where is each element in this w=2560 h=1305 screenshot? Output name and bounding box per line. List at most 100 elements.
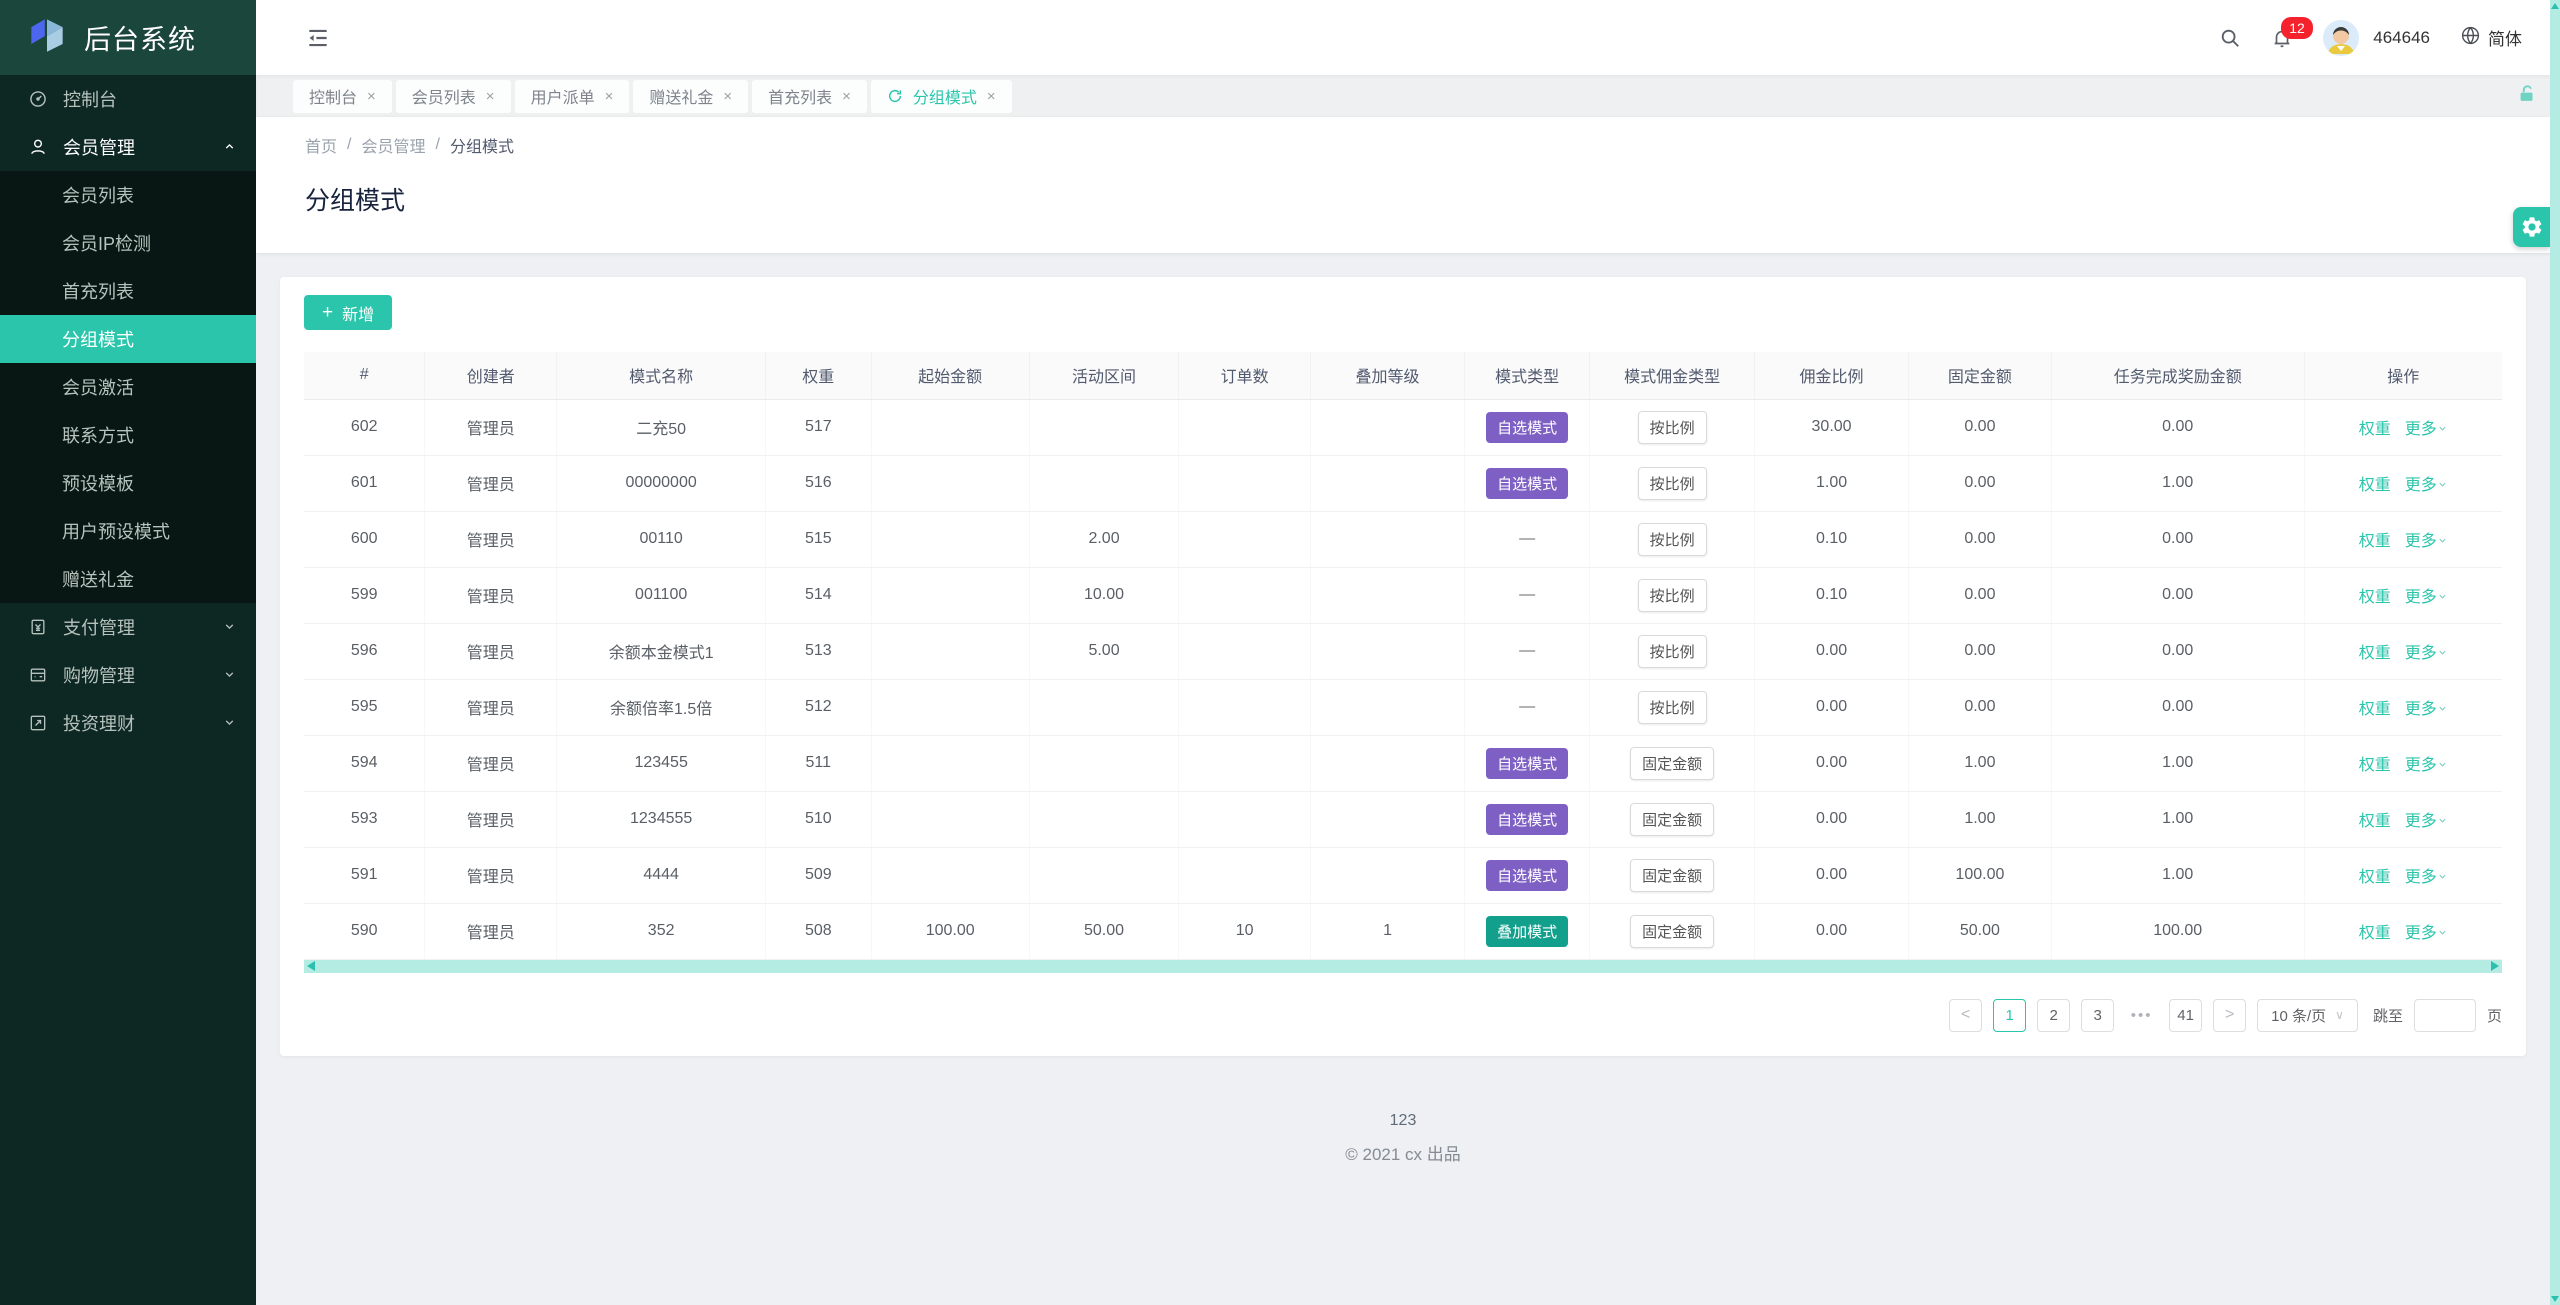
- commission-type-badge: 按比例: [1637, 690, 1707, 724]
- page-ellipsis: •••: [2125, 998, 2159, 1032]
- tab-close-icon[interactable]: ×: [485, 87, 495, 105]
- tab[interactable]: 会员列表 ×: [395, 79, 511, 113]
- page-button[interactable]: 2: [2037, 998, 2071, 1032]
- cell-orders: 10: [1178, 903, 1312, 960]
- row-actions: 权重 更多: [2305, 639, 2502, 663]
- sidebar-subitem[interactable]: 会员IP检测: [62, 234, 152, 254]
- chevron-down-icon: [223, 617, 236, 638]
- weight-action[interactable]: 权重: [2358, 813, 2391, 830]
- cell-reward: 1.00: [2051, 735, 2305, 792]
- add-button[interactable]: + 新增: [304, 295, 393, 330]
- tab[interactable]: 首充列表 ×: [752, 79, 867, 113]
- tab[interactable]: 赠送礼金 ×: [633, 79, 749, 113]
- breadcrumb-home[interactable]: 首页: [305, 139, 338, 156]
- weight-action[interactable]: 权重: [2358, 421, 2391, 438]
- tab[interactable]: 控制台 ×: [293, 79, 392, 113]
- cell-mode_type: —: [1464, 623, 1591, 680]
- weight-action[interactable]: 权重: [2358, 477, 2391, 494]
- sidebar-subitem[interactable]: 预设模板: [62, 474, 134, 494]
- weight-action[interactable]: 权重: [2358, 533, 2391, 550]
- tab-close-icon[interactable]: ×: [842, 87, 851, 105]
- horizontal-scrollbar[interactable]: [304, 959, 2502, 973]
- more-action[interactable]: 更多: [2405, 695, 2448, 719]
- cell-ops: 权重 更多: [2304, 847, 2502, 904]
- table-row: 593 管理员 1234555 510 自选模式 固定金额 0.00 1.00 1.00 权重 更多: [304, 791, 2502, 848]
- more-action[interactable]: 更多: [2405, 639, 2448, 663]
- page-size-select[interactable]: 10 条/页 ∨: [2257, 998, 2358, 1032]
- tab-lock-icon[interactable]: [2516, 83, 2538, 110]
- sidebar-subitem[interactable]: 首充列表: [62, 282, 134, 302]
- weight-action[interactable]: 权重: [2358, 869, 2391, 886]
- last-page-button[interactable]: 41: [2169, 998, 2203, 1032]
- tab-close-icon[interactable]: ×: [604, 87, 614, 105]
- sidebar-subitem[interactable]: 联系方式: [62, 426, 134, 446]
- column-header: 订单数: [1178, 352, 1312, 400]
- tab[interactable]: 用户派单 ×: [514, 79, 630, 113]
- refresh-icon[interactable]: [887, 88, 903, 104]
- tab[interactable]: 分组模式 ×: [870, 79, 1012, 113]
- more-action[interactable]: 更多: [2405, 919, 2448, 943]
- gear-icon: [2522, 217, 2541, 237]
- sidebar-item[interactable]: 控制台: [0, 75, 256, 123]
- jump-page-input[interactable]: [2413, 998, 2476, 1032]
- tab-close-icon[interactable]: ×: [367, 87, 376, 105]
- cell-ratio: 0.00: [1754, 791, 1909, 848]
- scroll-left-icon[interactable]: [307, 961, 315, 971]
- next-page-button[interactable]: >: [2213, 998, 2247, 1032]
- prev-page-button[interactable]: <: [1949, 998, 1983, 1032]
- more-action[interactable]: 更多: [2405, 415, 2448, 439]
- vertical-scrollbar[interactable]: [2550, 0, 2560, 1305]
- sidebar-subitem[interactable]: 用户预设模式: [62, 522, 170, 542]
- cell-fixed: 0.00: [1908, 679, 2052, 736]
- sidebar-item[interactable]: 投资理财: [0, 699, 256, 747]
- notifications-bell-icon[interactable]: 12: [2271, 16, 2313, 49]
- cell-mode_type: —: [1464, 679, 1591, 736]
- cell-id: 594: [304, 735, 426, 792]
- sidebar-item[interactable]: 会员管理: [0, 123, 256, 171]
- cell-mode_type: —: [1464, 511, 1591, 568]
- weight-action[interactable]: 权重: [2358, 757, 2391, 774]
- cell-creator: 管理员: [424, 511, 558, 568]
- more-action[interactable]: 更多: [2405, 471, 2448, 495]
- sidebar-subitem[interactable]: 会员列表: [62, 186, 134, 206]
- more-action[interactable]: 更多: [2405, 751, 2448, 775]
- column-header: 权重: [765, 352, 872, 400]
- row-actions: 权重 更多: [2305, 471, 2502, 495]
- shopping-icon: [28, 665, 48, 685]
- sidebar-item[interactable]: 支付管理: [0, 603, 256, 651]
- sidebar-subitem[interactable]: 会员激活: [62, 378, 134, 398]
- cell-reward: 0.00: [2051, 679, 2305, 736]
- more-action[interactable]: 更多: [2405, 863, 2448, 887]
- weight-action[interactable]: 权重: [2358, 645, 2391, 662]
- table-body: 602 管理员 二充50 517 自选模式 按比例 30.00 0.00 0.00 权重 更多 601…: [304, 399, 2502, 960]
- username[interactable]: 464646: [2373, 27, 2430, 47]
- weight-action[interactable]: 权重: [2358, 925, 2391, 942]
- more-action[interactable]: 更多: [2405, 807, 2448, 831]
- column-header: 模式类型: [1464, 352, 1591, 400]
- tab-close-icon[interactable]: ×: [986, 87, 996, 105]
- scroll-up-icon[interactable]: [2551, 3, 2559, 9]
- column-header: 起始金额: [871, 352, 1030, 400]
- menu-fold-icon[interactable]: [304, 24, 332, 52]
- more-action[interactable]: 更多: [2405, 527, 2448, 551]
- search-icon[interactable]: [2219, 27, 2241, 49]
- sidebar-item[interactable]: 购物管理: [0, 651, 256, 699]
- commission-type-badge: 按比例: [1637, 634, 1707, 668]
- language-switcher[interactable]: 简体: [2460, 25, 2522, 51]
- page-button[interactable]: 1: [1993, 998, 2027, 1032]
- cell-start_amount: [871, 791, 1030, 848]
- tab-close-icon[interactable]: ×: [723, 87, 733, 105]
- settings-gear-button[interactable]: [2513, 207, 2550, 247]
- weight-action[interactable]: 权重: [2358, 589, 2391, 606]
- scroll-down-icon[interactable]: [2551, 1296, 2559, 1302]
- avatar[interactable]: [2323, 19, 2360, 56]
- breadcrumb-parent[interactable]: 会员管理: [361, 139, 426, 156]
- sidebar-subitem[interactable]: 分组模式: [0, 315, 256, 363]
- sidebar-subitem[interactable]: 赠送礼金: [62, 570, 134, 590]
- weight-action[interactable]: 权重: [2358, 701, 2391, 718]
- more-action[interactable]: 更多: [2405, 583, 2448, 607]
- page-button[interactable]: 3: [2081, 998, 2115, 1032]
- scroll-right-icon[interactable]: [2491, 961, 2499, 971]
- column-header: 叠加等级: [1310, 352, 1465, 400]
